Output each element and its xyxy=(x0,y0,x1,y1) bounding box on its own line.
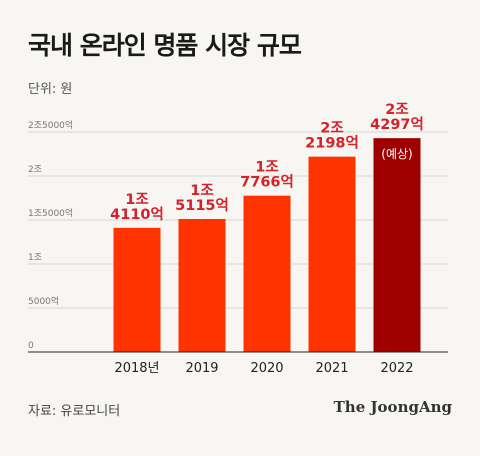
value-label: 2조 xyxy=(320,121,343,137)
value-label: 5115억 xyxy=(175,196,229,214)
value-label: 1조 xyxy=(190,183,213,199)
value-label: 2조 xyxy=(385,102,408,118)
bar-2 xyxy=(178,218,226,352)
category-labels: 2018년 2019 2020 2021 2022 xyxy=(114,361,413,376)
unit-label: 단위: 원 xyxy=(28,82,73,97)
bar-1 xyxy=(113,227,161,352)
category-label: 2018년 xyxy=(114,361,159,376)
bars xyxy=(113,138,421,352)
value-label: 2198억 xyxy=(305,134,359,152)
category-label: 2019 xyxy=(185,361,218,376)
bar-4 xyxy=(308,156,356,352)
y-tick-label: 2조 xyxy=(28,165,42,175)
chart-title: 국내 온라인 명품 시장 규모 xyxy=(28,31,302,60)
y-tick-label: 1조 xyxy=(28,253,42,263)
y-tick-label: 2조5000억 xyxy=(28,119,73,131)
value-label: 1조 xyxy=(125,192,148,208)
forecast-note: (예상) xyxy=(381,147,412,161)
brand-logo: The JoongAng xyxy=(333,398,452,416)
y-tick-label: 0 xyxy=(28,341,34,351)
category-label: 2021 xyxy=(315,361,348,376)
bar-3 xyxy=(243,195,291,352)
category-label: 2022 xyxy=(380,361,413,376)
bar-5 xyxy=(373,138,421,352)
value-label: 7766억 xyxy=(240,173,294,191)
source-note: 자료: 유로모니터 xyxy=(28,404,121,419)
y-tick-label: 1조5000억 xyxy=(28,207,73,219)
category-label: 2020 xyxy=(250,361,283,376)
value-label: 1조 xyxy=(255,160,278,176)
value-label: 4110억 xyxy=(110,205,164,223)
value-label: 4297억 xyxy=(370,115,424,133)
y-tick-label: 5000억 xyxy=(28,295,59,307)
